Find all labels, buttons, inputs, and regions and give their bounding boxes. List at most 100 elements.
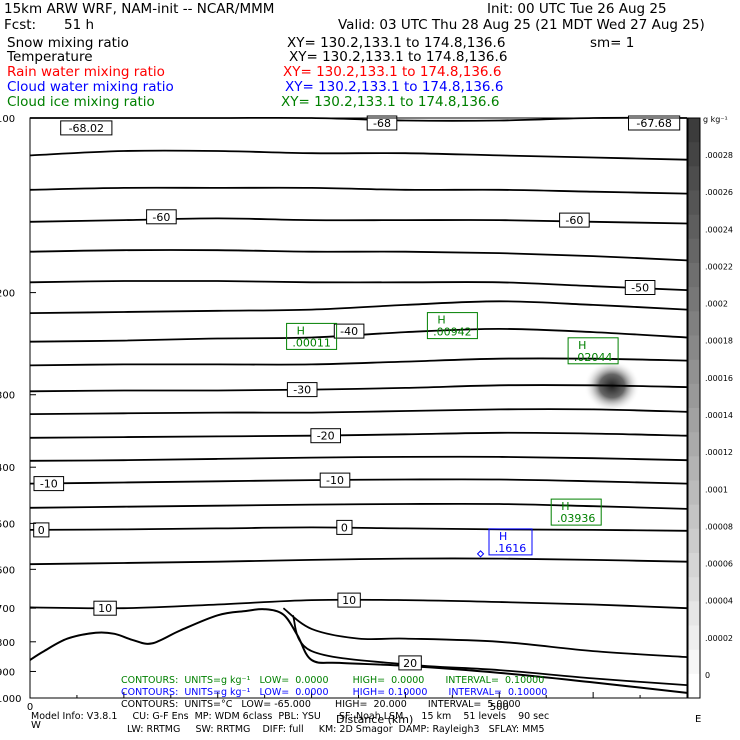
isotherm-label: -68.02 xyxy=(69,122,104,135)
contours-cloud-ice: CONTOURS: UNITS=g kg⁻¹ LOW= 0.0000 HIGH=… xyxy=(121,675,545,686)
max-value: .03936 xyxy=(557,512,596,525)
isotherm-label-box xyxy=(60,120,113,136)
max-marker-h: H xyxy=(499,530,507,543)
field-name-cloud-water: Cloud water mixing ratio xyxy=(7,79,174,95)
colorbar-swatch xyxy=(688,480,700,506)
isotherm-12 xyxy=(29,455,688,462)
colorbar-swatch xyxy=(688,625,700,651)
colorbar-label: 0 xyxy=(705,671,710,680)
distance-axis: 0 500 W E xyxy=(27,692,701,731)
colorbar-label: .00018 xyxy=(705,337,733,346)
colorbar-units: g kg⁻¹ xyxy=(703,115,728,124)
colorbar-label: .00002 xyxy=(705,634,733,643)
colorbar-swatch xyxy=(688,504,700,530)
colorbar-label: .00028 xyxy=(705,151,733,160)
colorbar-label: .00008 xyxy=(705,522,733,531)
forecast-label: Fcst: xyxy=(4,17,37,33)
isotherm-18 xyxy=(282,607,688,658)
colorbar-swatch xyxy=(688,311,700,336)
isotherm-16 xyxy=(29,557,688,566)
x-tick-label: 0 xyxy=(27,702,33,713)
model-info-line2: LW: RRTMG SW: RRTMG DIFF: full KM: 2D Sm… xyxy=(127,724,545,735)
isotherm-label: -10 xyxy=(40,478,58,491)
field-xy-rain: XY= 130.2,133.1 to 174.8,136.6 xyxy=(283,64,502,80)
isotherm-14 xyxy=(29,502,688,510)
isotherm-11 xyxy=(29,431,688,439)
isotherm-label: -30 xyxy=(293,384,311,397)
isotherm-13 xyxy=(29,478,688,485)
isotherm-label: 0 xyxy=(38,524,45,537)
max-marker-h: H xyxy=(578,339,586,352)
colorbar-swatch xyxy=(688,456,700,481)
max-value: .1616 xyxy=(495,542,527,555)
colorbar-swatch xyxy=(688,263,700,288)
colorbar-label: .00026 xyxy=(705,188,733,197)
y-tick-label: 800 xyxy=(0,638,15,649)
y-tick-label: 100 xyxy=(0,114,15,125)
colorbar-label: .0002 xyxy=(705,300,728,309)
contour-labels: -68.02 -68 -67.68 -60 -60 -50 -40 -30 -20 -10 -10 0… xyxy=(33,115,681,671)
colorbar-label: .00014 xyxy=(705,411,733,420)
isotherm-label: 10 xyxy=(342,594,356,607)
y-tick-label: 900 xyxy=(0,668,15,679)
y-tick-label: 600 xyxy=(0,565,15,576)
colorbar-swatch xyxy=(688,142,700,167)
model-info-line1: Model Info: V3.8.1 CU: G-F Ens MP: WDM 6… xyxy=(31,711,550,722)
colorbar-swatch xyxy=(688,335,700,361)
y-tick-label: 500 xyxy=(0,519,15,530)
colorbar-swatch xyxy=(688,214,700,240)
colorbar-swatch xyxy=(688,553,700,578)
x-axis-title: Distance (km) xyxy=(336,713,414,726)
colorbar-label: .00012 xyxy=(705,448,733,457)
y-tick-label: 700 xyxy=(0,604,15,615)
colorbar-swatch xyxy=(688,359,700,385)
terrain-profile xyxy=(29,608,688,694)
isotherm-label: -60 xyxy=(565,214,583,227)
field-xy-snow: XY= 130.2,133.1 to 174.8,136.6 xyxy=(287,35,506,51)
isotherm-10 xyxy=(29,408,688,415)
terrain-line xyxy=(29,608,688,694)
field-name-temperature: Temperature xyxy=(7,49,93,65)
max-marker-h: H xyxy=(437,314,445,327)
x-end-label-west: W xyxy=(31,720,41,731)
colorbar-swatch xyxy=(688,408,700,433)
isotherm-label: -67.68 xyxy=(636,117,671,130)
max-value: .00942 xyxy=(433,326,472,339)
max-box-1 xyxy=(426,312,478,340)
isotherm-label-box xyxy=(398,655,422,671)
isotherm-19 xyxy=(291,614,688,686)
max-box-4 xyxy=(488,528,533,556)
isotherm-label: -50 xyxy=(631,282,649,295)
max-box-2 xyxy=(567,337,619,365)
max-box-0 xyxy=(286,322,338,350)
field-name-rain: Rain water mixing ratio xyxy=(7,64,165,80)
colorbar-swatch xyxy=(688,577,700,602)
isotherm-label-box xyxy=(33,522,50,538)
y-tick-label: 400 xyxy=(0,463,15,474)
field-xy-cloud-water: XY= 130.2,133.1 to 174.8,136.6 xyxy=(285,79,504,95)
isotherm-4 xyxy=(29,249,688,262)
isotherm-8 xyxy=(29,357,688,367)
field-name-snow: Snow mixing ratio xyxy=(7,35,129,51)
forecast-hour: 51 h xyxy=(64,17,95,33)
isotherm-label-box xyxy=(33,476,65,492)
field-xy-temperature: XY= 130.2,133.1 to 174.8,136.6 xyxy=(289,49,508,65)
pressure-axis: 100 200 300 400 500 600 700 800 900 1000 xyxy=(0,114,36,705)
max-marker-h: H xyxy=(561,500,569,513)
colorbar-label: .00016 xyxy=(705,374,733,383)
isotherm-label-box xyxy=(624,280,656,295)
isotherm-9 xyxy=(29,384,688,393)
isotherm-label: -60 xyxy=(152,211,170,224)
smoothing-value: sm= 1 xyxy=(590,35,635,51)
isotherm-label: -40 xyxy=(340,325,358,338)
colorbar-swatch xyxy=(688,190,700,216)
isotherm-label: 10 xyxy=(98,602,112,615)
isotherm-6 xyxy=(29,300,688,314)
isotherm-label-box xyxy=(93,600,117,616)
valid-time: Valid: 03 UTC Thu 28 Aug 25 (21 MDT Wed … xyxy=(338,17,705,33)
isotherm-label-box xyxy=(310,428,341,444)
max-value: .02044 xyxy=(574,351,613,364)
isotherm-label: 0 xyxy=(341,521,348,534)
